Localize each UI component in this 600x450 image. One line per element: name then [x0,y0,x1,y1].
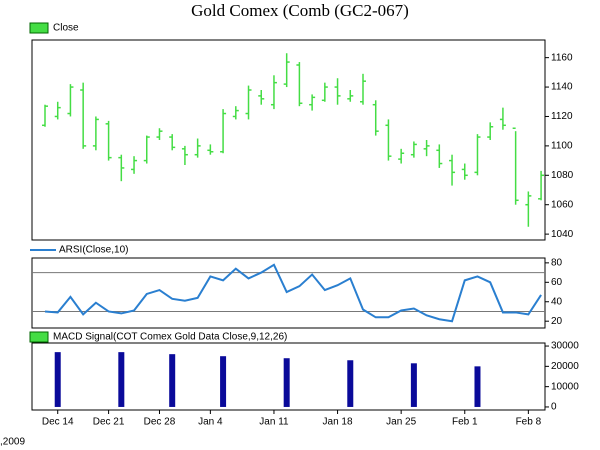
footnote: ,2009 [0,437,25,448]
chart-title: Gold Comex (Comb (GC2-067) [191,1,409,20]
x-tick-label: Dec 21 [93,417,125,428]
bar [283,358,290,407]
panel-frame [31,257,546,329]
legend-label: Close [53,23,79,34]
legend-label: ARSI(Close,10) [59,245,128,256]
x-tick-label: Dec 28 [144,417,176,428]
bar [474,366,481,407]
legend-label: MACD Signal(COT Comex Gold Data Close,9,… [53,332,287,343]
x-tick-label: Jan 25 [386,417,416,428]
y-tick-label: 1100 [551,141,573,152]
x-tick-label: Feb 8 [516,417,542,428]
y-tick-label: 1140 [551,82,573,93]
y-tick-label: 10000 [551,381,579,392]
x-tick-label: Dec 14 [42,417,74,428]
y-tick-label: 1120 [551,111,573,122]
x-tick-label: Jan 11 [259,417,289,428]
bar [169,354,176,407]
x-tick-label: Feb 1 [452,417,478,428]
y-tick-label: 40 [551,296,563,307]
x-tick-label: Jan 4 [198,417,223,428]
y-tick-label: 20000 [551,361,579,372]
bar [118,352,125,407]
y-tick-label: 1080 [551,170,574,181]
legend-swatch [29,331,49,343]
y-tick-label: 20 [551,316,563,327]
y-tick-label: 1040 [551,229,574,240]
y-tick-label: 80 [551,258,563,269]
legend-swatch [29,22,49,34]
y-tick-label: 30000 [551,341,579,352]
bar [220,356,227,407]
bar [347,360,354,407]
bar [54,352,61,407]
y-tick-label: 60 [551,277,563,288]
arsi-line [44,263,542,323]
bar [410,363,417,407]
x-tick-label: Jan 18 [323,417,353,428]
panel-frame [31,342,546,411]
y-tick-label: 1060 [551,199,574,210]
panel-frame [31,39,546,241]
y-tick-label: 0 [551,402,557,413]
y-tick-label: 1160 [551,52,573,63]
